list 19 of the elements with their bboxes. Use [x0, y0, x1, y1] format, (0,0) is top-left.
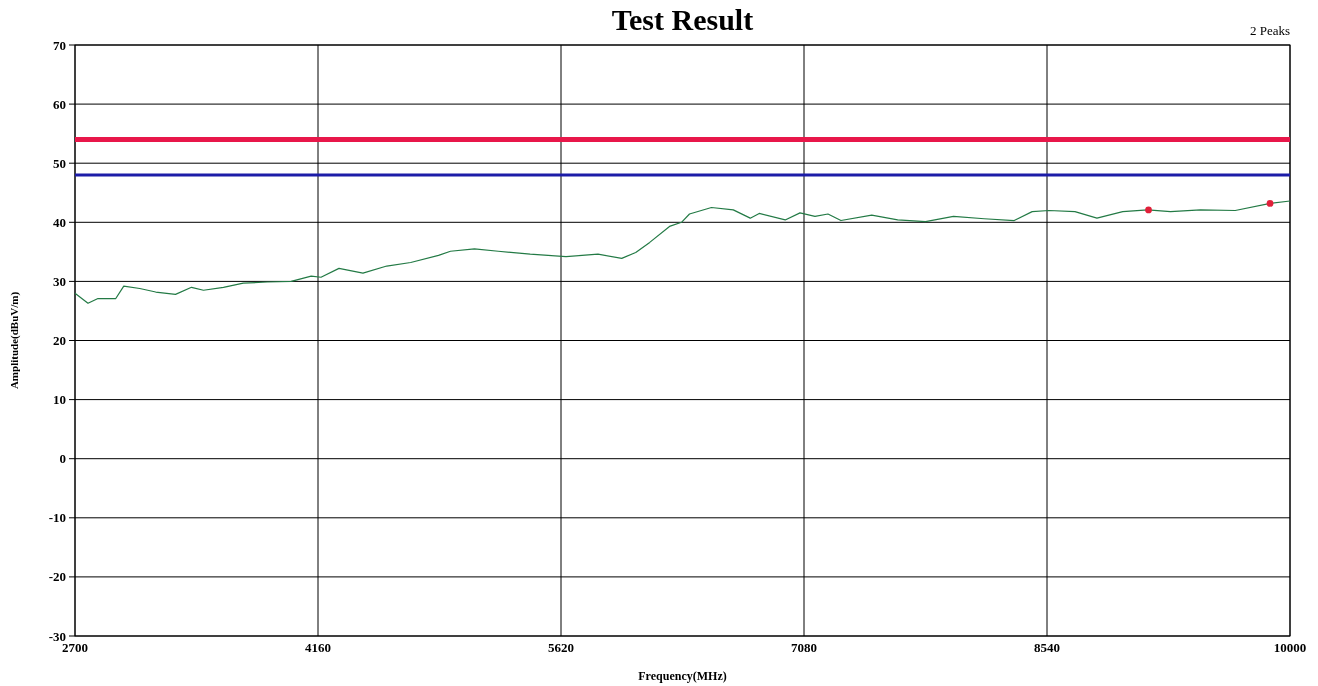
x-axis-title: Frequency(MHz) [638, 669, 727, 683]
y-tick-label: -20 [48, 569, 66, 585]
text: 2 Peaks [1249, 23, 1290, 38]
y-tick-label: 10 [53, 392, 66, 408]
y-axis-title: Amplitude(dBuV/m) [8, 291, 21, 390]
y-tick-label: -10 [48, 510, 66, 526]
x-tick-label: 7080 [791, 640, 817, 655]
y-tick-label: 30 [53, 273, 66, 289]
y-tick-label: 50 [53, 155, 66, 171]
y-tick-label: 40 [53, 214, 66, 230]
x-tick-label: 8540 [1034, 640, 1060, 655]
y-tick-label: 20 [53, 333, 66, 349]
chart-title: Test Result [611, 3, 754, 36]
y-tick-label: 60 [53, 96, 66, 112]
x-tick-label: 10000 [1273, 640, 1307, 655]
x-tick-label: 5620 [548, 640, 574, 655]
x-tick-label: 4160 [305, 640, 331, 655]
y-tick-label: 0 [59, 451, 66, 467]
y-tick-label: 70 [53, 37, 66, 53]
